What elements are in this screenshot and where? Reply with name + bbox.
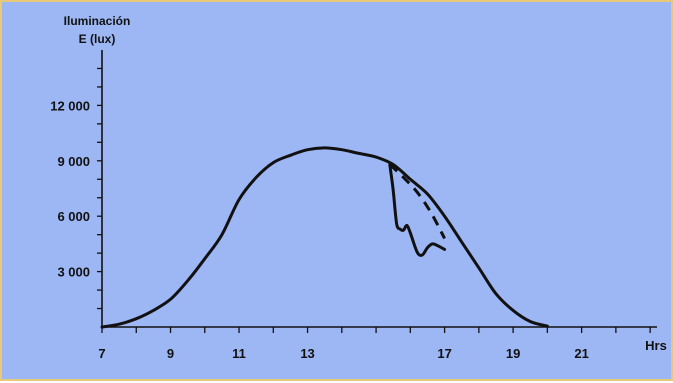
y-tick-label: 3 000 [57,265,90,280]
y-axis-label-line-1: Iluminación [64,14,131,28]
x-tick-label: 17 [437,346,451,361]
axes [101,50,657,328]
series-line-1 [100,146,549,329]
x-tick-label: 19 [506,346,520,361]
x-axis-label: Hrs [645,338,667,353]
series-line-2 [388,163,447,257]
series-line-3 [388,163,446,240]
y-tick-label: 6 000 [57,209,90,224]
x-tick-label: 13 [300,346,314,361]
x-tick-label: 21 [574,346,588,361]
ticks: 7 9 11 13 17 19 21 3 000 6 000 9 000 12 000 [50,67,651,361]
y-axis-label-line-2: E (lux) [79,32,116,46]
x-tick-label: 9 [167,346,174,361]
x-tick-label: 7 [98,346,105,361]
series-group [100,146,549,329]
y-tick-label: 12 000 [50,98,90,113]
x-tick-label: 11 [232,346,246,361]
y-tick-label: 9 000 [57,154,90,169]
